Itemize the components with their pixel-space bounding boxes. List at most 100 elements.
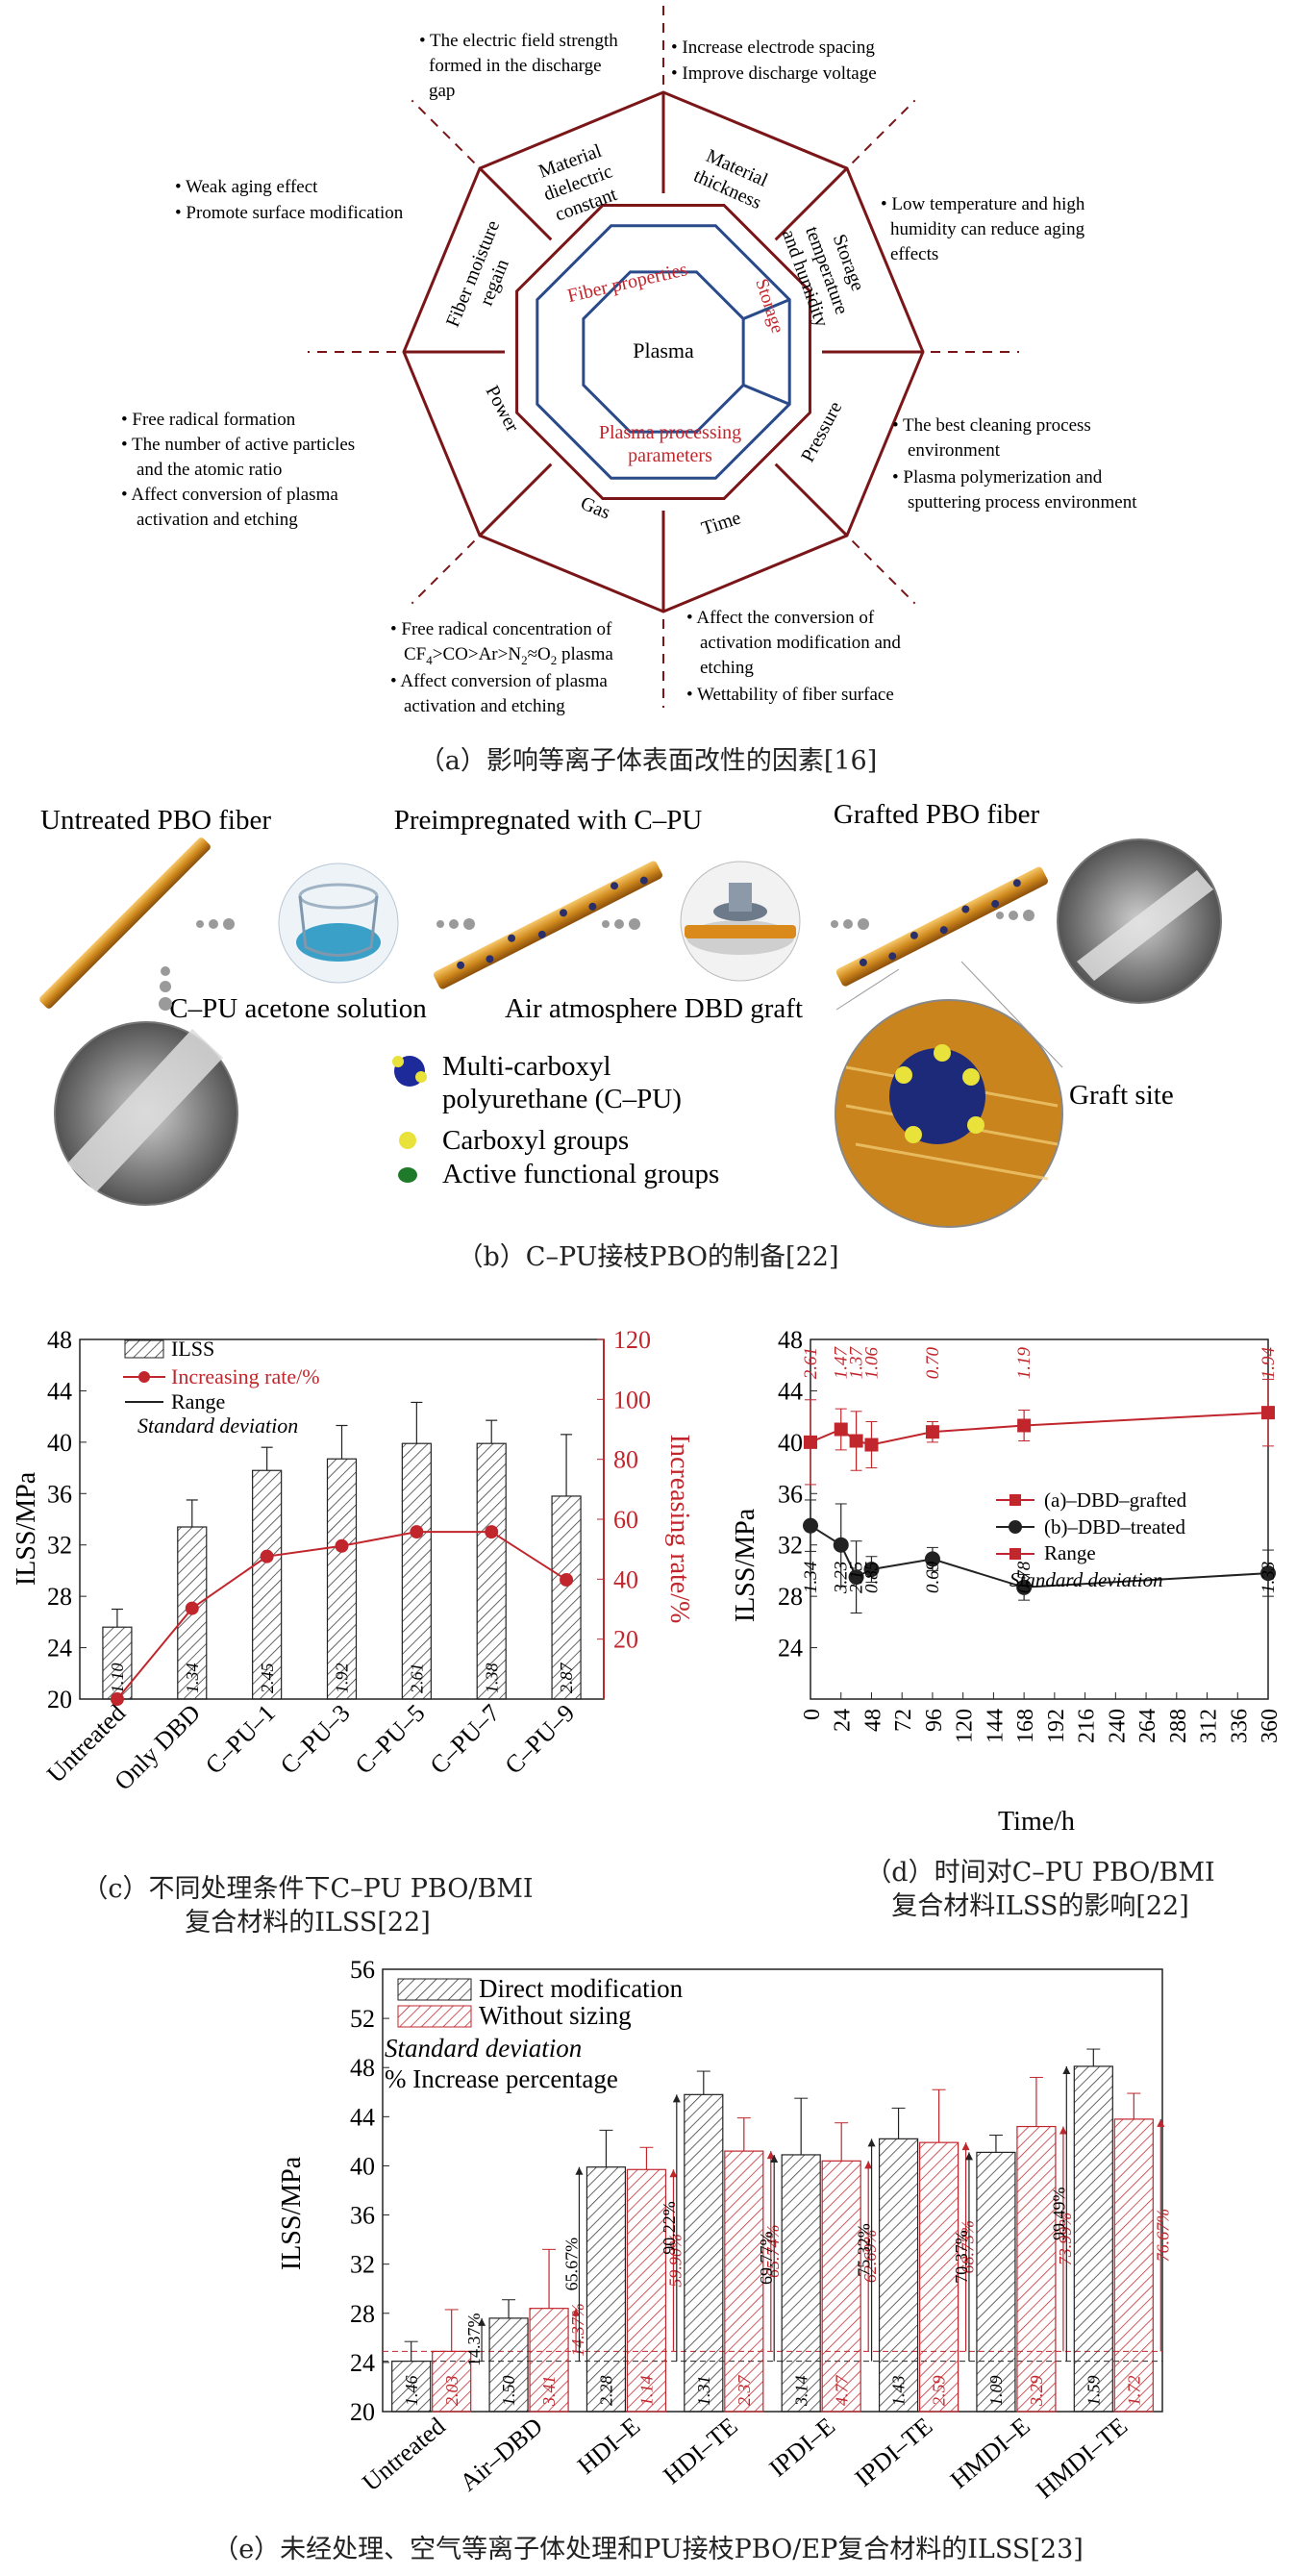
svg-text:• Free radical formation: • Free radical formation [121, 410, 296, 430]
d-point-treated [1016, 1579, 1033, 1595]
d-xtick-label: 48 [860, 1709, 885, 1732]
svg-text:• Weak aging effect: • Weak aging effect [175, 177, 318, 197]
svg-text:(b)–DBD–treated: (b)–DBD–treated [1044, 1515, 1185, 1538]
e-xtick-label: HMDI–TE [1031, 2412, 1133, 2504]
e-bar-label: 2.59 [930, 2376, 949, 2407]
c-y2tick-label: 120 [613, 1326, 651, 1354]
label-grafted-pbo: Grafted PBO fiber [834, 799, 1040, 830]
e-bar-label: 2.37 [735, 2375, 754, 2407]
e-ytick-label: 20 [350, 2398, 375, 2426]
d-ylabel: ILSS/MPa [731, 1508, 760, 1622]
e-bar [781, 2154, 821, 2413]
svg-text:CF4>CO>Ar>N2≈O2 plasma: CF4>CO>Ar>N2≈O2 plasma [404, 644, 613, 667]
octagon-dashed-spoke [411, 99, 476, 164]
e-ytick-label: 44 [350, 2103, 375, 2131]
c-rate-point [335, 1538, 349, 1553]
e-bar-label: 3.41 [539, 2376, 559, 2408]
d-sd-label: 2.61 [801, 1347, 821, 1379]
c-bar-label: 1.92 [333, 1663, 352, 1694]
svg-text:• Free radical concentration o: • Free radical concentration of [390, 619, 612, 639]
d-sd-label: 1.06 [861, 1347, 882, 1380]
d-series-line [810, 1412, 1269, 1446]
e-xtick-label: IPDI–TE [850, 2412, 938, 2491]
e-increase-arrowhead [964, 2152, 973, 2161]
d-xtick-label: 144 [983, 1709, 1008, 1743]
e-ytick-label: 36 [350, 2202, 375, 2230]
caption-c-line2: 复合材料的ILSS[22] [185, 1908, 431, 1938]
preimpregnated-fiber-image [434, 861, 662, 989]
octagon-spoke [479, 167, 553, 241]
svg-text:humidity can reduce aging: humidity can reduce aging [890, 219, 1085, 239]
label-preimpregnated: Preimpregnated with C–PU [394, 805, 703, 836]
c-y2tick-label: 60 [613, 1506, 638, 1534]
c-rate-point [185, 1601, 199, 1615]
inner-label-plasma-processing: Plasma processing [599, 422, 741, 443]
e-increase-arrowhead [572, 2308, 581, 2316]
caption-d-line2: 复合材料ILSS的影响[22] [891, 1891, 1189, 1921]
e-bar-label: 1.59 [1084, 2376, 1103, 2407]
octagon-dashed-spoke [851, 99, 916, 164]
e-increase-label: 69.77% [757, 2232, 776, 2286]
d-ytick-label: 36 [778, 1480, 803, 1508]
d-sd-label: 1.47 [832, 1346, 852, 1380]
inner-divider [742, 384, 790, 406]
d-xtick-label: 264 [1135, 1709, 1160, 1743]
e-xtick-label: Air–DBD [455, 2412, 548, 2496]
e-bar [918, 2141, 960, 2413]
notes-top-right: • Increase electrode spacing • Improve d… [671, 38, 877, 84]
e-bar [724, 2150, 764, 2413]
e-increase-arrowhead [669, 2169, 678, 2178]
c-bar [551, 1495, 582, 1700]
svg-text:Increasing rate/%: Increasing rate/% [171, 1364, 320, 1388]
segment-material-dielectric-constant: Material dielectric constant [536, 140, 620, 226]
e-bar [976, 2151, 1016, 2413]
e-increase-label: 73.99% [1056, 2213, 1075, 2266]
label-dbd-graft: Air atmosphere DBD graft [505, 993, 803, 1024]
octagon-core [582, 270, 745, 434]
c-bar [401, 1442, 432, 1700]
panel-c-bar-chart: 202428323640444820406080100120UntreatedO… [12, 1326, 694, 1938]
e-increase-arrowhead [770, 2154, 779, 2163]
svg-text:• The electric field strength: • The electric field strength [419, 31, 618, 51]
segment-time: Time [699, 507, 743, 539]
e-increase-arrowhead [1062, 2065, 1071, 2074]
d-sd-label: 1.33 [1259, 1562, 1279, 1593]
svg-text:effects: effects [890, 244, 938, 264]
flow-dots [159, 910, 1034, 1011]
svg-text:% Increase percentage: % Increase percentage [385, 2064, 618, 2093]
c-ytick-label: 48 [47, 1326, 72, 1354]
svg-text:• Affect conversion of plasma: • Affect conversion of plasma [121, 485, 338, 505]
svg-text:• Wettability of fiber surface: • Wettability of fiber surface [686, 685, 894, 705]
c-xtick-label: C–PU–1 [200, 1699, 281, 1780]
octagon-middle [515, 204, 811, 500]
notes-bottom-right: • Affect the conversion of activation mo… [686, 608, 901, 705]
e-bar [586, 2166, 627, 2413]
e-increase-arrowhead [766, 2151, 775, 2160]
notes-right-top: • Low temperature and high humidity can … [881, 194, 1085, 264]
d-point-treated [833, 1537, 849, 1553]
d-ytick-label: 28 [778, 1583, 803, 1611]
c-rate-point [260, 1549, 274, 1563]
c-ytick-label: 20 [47, 1686, 72, 1713]
e-increase-label: 14.37% [464, 2313, 484, 2367]
d-point-grafted [804, 1435, 817, 1449]
inner-label-fiber-properties: Fiber properties [565, 259, 689, 307]
d-ytick-label: 44 [778, 1377, 803, 1405]
d-xtick-label: 24 [831, 1709, 856, 1732]
svg-text:Range: Range [171, 1389, 225, 1413]
caption-d-line1: （d）时间对C–PU PBO/BMI [865, 1858, 1214, 1888]
c-ytick-label: 44 [47, 1377, 72, 1405]
svg-text:activation modification and: activation modification and [700, 633, 901, 653]
segment-fiber-moisture-regain: Fiber moisture regain [442, 217, 513, 330]
e-ytick-label: 52 [350, 2005, 375, 2033]
c-ytick-label: 40 [47, 1429, 72, 1457]
e-xtick-label: IPDI–E [764, 2412, 840, 2482]
d-ytick-label: 32 [778, 1532, 803, 1560]
c-rate-point [560, 1572, 574, 1587]
d-xtick-label: 240 [1105, 1709, 1130, 1743]
svg-text:gap: gap [429, 81, 455, 101]
d-ytick-label: 40 [778, 1429, 803, 1457]
d-point-treated [1260, 1565, 1276, 1582]
e-increase-arrowhead [575, 2166, 584, 2175]
